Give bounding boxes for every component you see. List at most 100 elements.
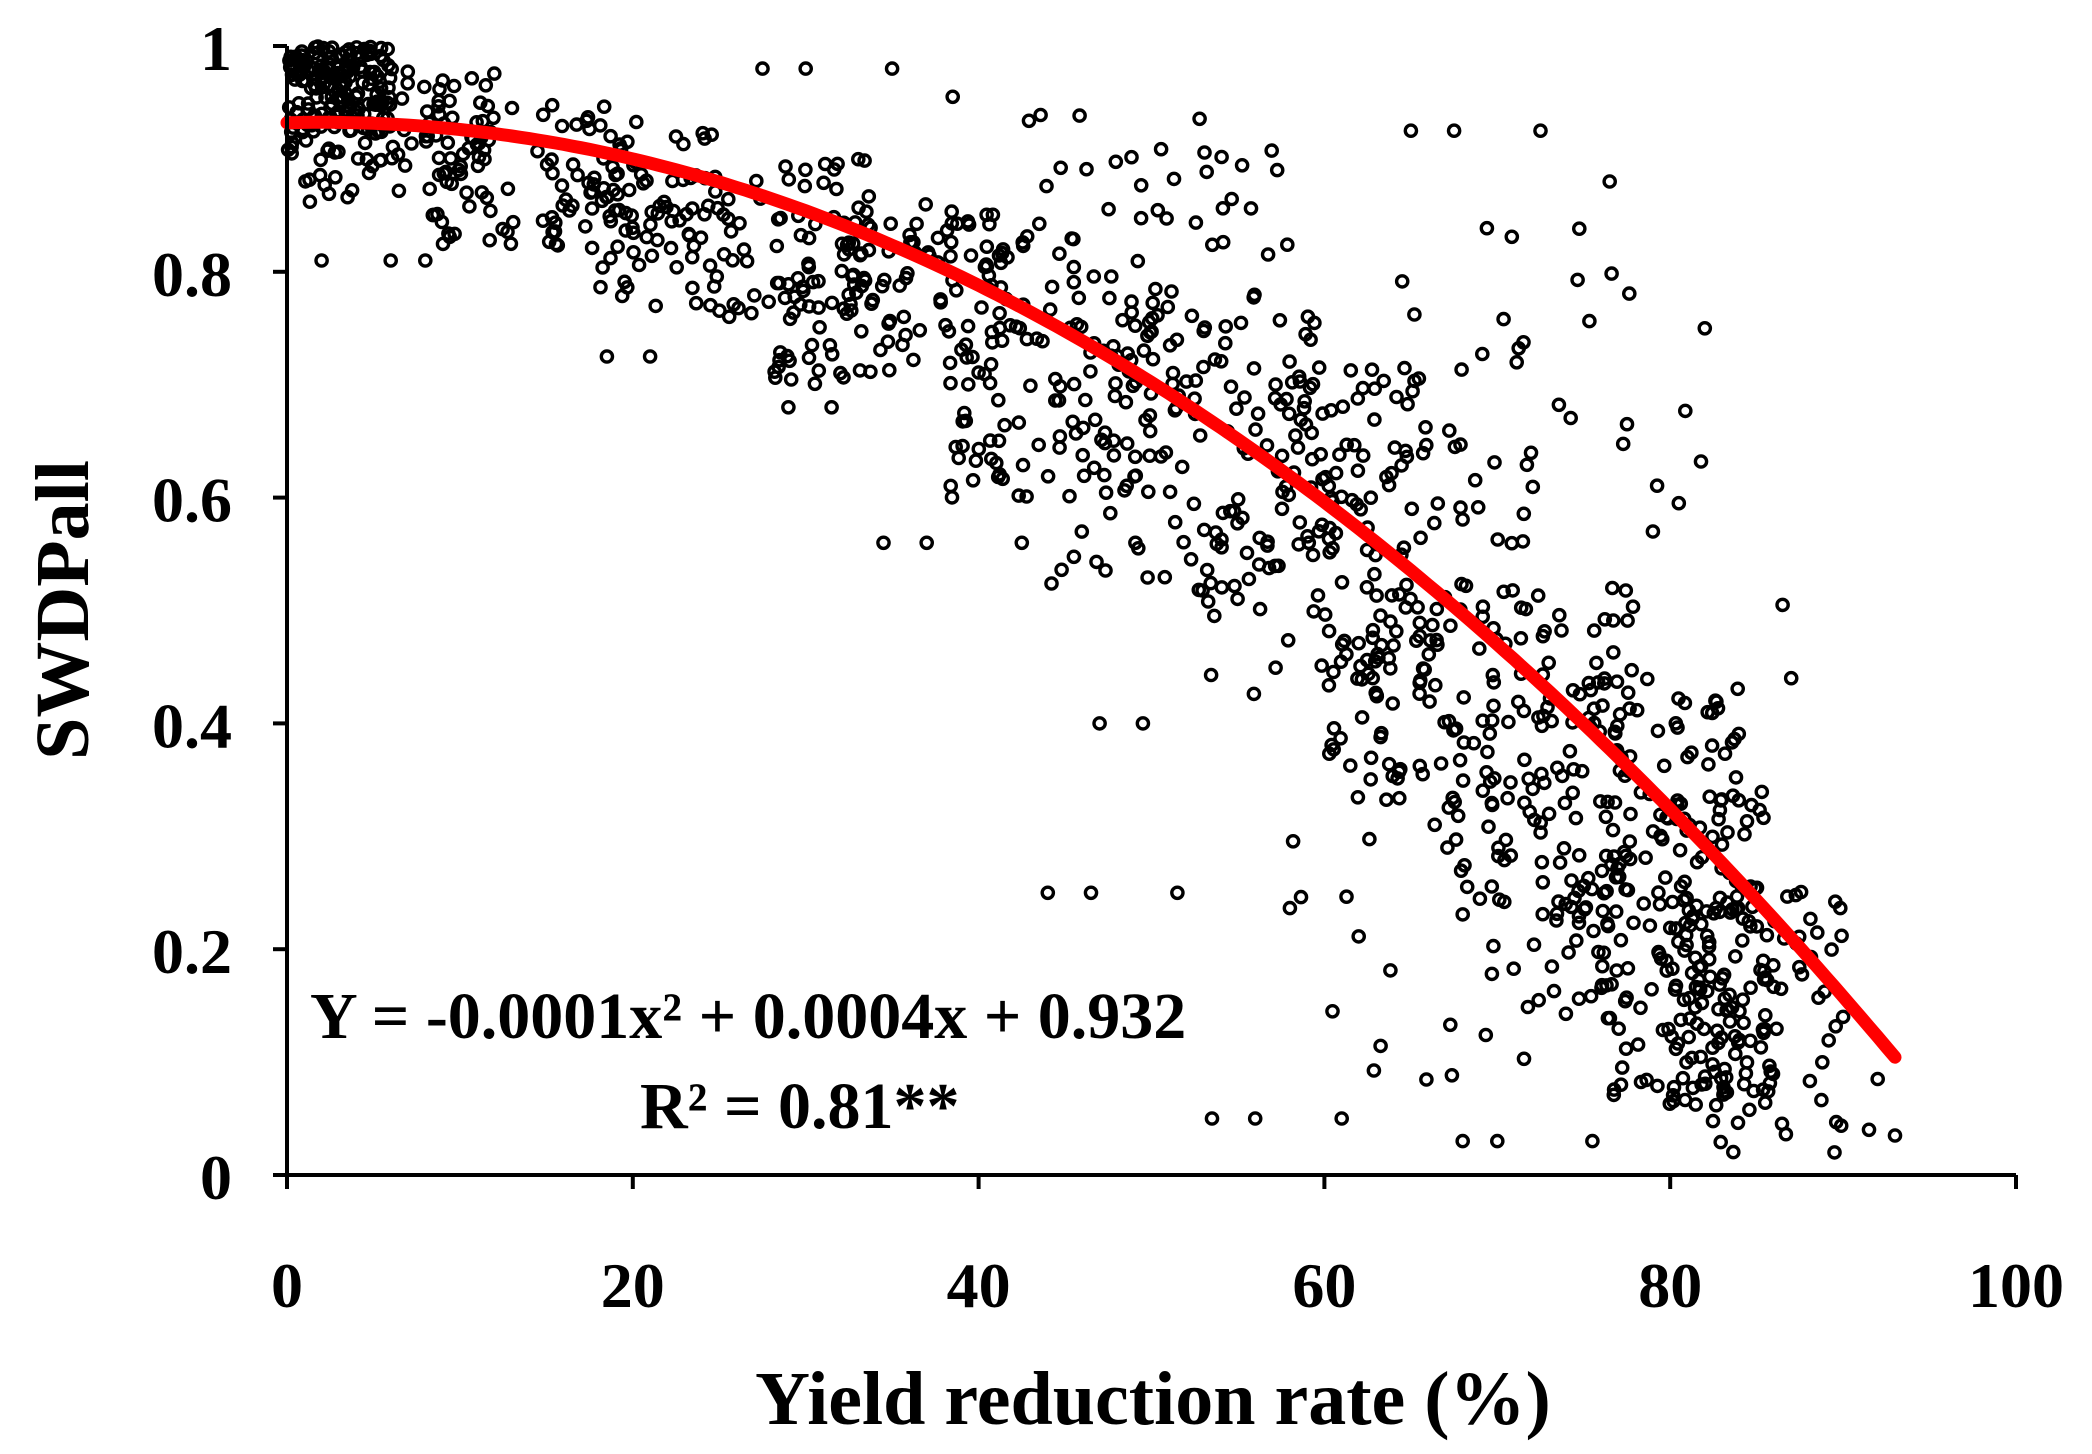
data-point xyxy=(1246,361,1262,376)
data-point xyxy=(1732,1003,1747,1019)
data-point xyxy=(1665,961,1680,977)
data-point xyxy=(580,110,596,125)
data-point xyxy=(1297,393,1312,409)
data-point xyxy=(1339,889,1354,905)
data-point xyxy=(1535,628,1551,644)
data-point xyxy=(1300,529,1315,544)
data-point xyxy=(1373,729,1388,745)
data-point xyxy=(1428,677,1443,693)
data-point xyxy=(982,375,998,391)
data-point xyxy=(434,214,450,230)
data-point xyxy=(1321,623,1337,639)
data-point xyxy=(1594,863,1610,879)
data-point xyxy=(1699,983,1715,999)
data-point xyxy=(1235,510,1250,526)
data-point xyxy=(736,242,752,257)
data-point xyxy=(709,269,725,284)
data-point xyxy=(1230,591,1245,607)
data-point xyxy=(1379,792,1394,808)
data-point xyxy=(1443,1017,1458,1033)
data-point xyxy=(995,471,1011,487)
data-point xyxy=(1456,735,1472,750)
data-point xyxy=(349,45,365,61)
data-point xyxy=(1645,824,1661,839)
data-point xyxy=(1726,1144,1741,1160)
data-point xyxy=(1682,1011,1698,1026)
data-point xyxy=(1293,889,1309,905)
data-point xyxy=(1275,484,1290,500)
data-point xyxy=(749,173,764,189)
data-point xyxy=(1445,790,1460,806)
data-point xyxy=(1517,752,1532,768)
data-point xyxy=(830,156,845,172)
data-point xyxy=(1012,320,1028,336)
data-point xyxy=(644,248,660,264)
data-point xyxy=(1066,259,1082,275)
data-point xyxy=(1332,447,1347,463)
data-point xyxy=(444,110,460,126)
data-point xyxy=(1756,810,1771,826)
data-point xyxy=(1290,440,1306,455)
data-point xyxy=(1653,807,1668,823)
data-point xyxy=(314,253,329,268)
data-point xyxy=(643,217,658,232)
data-point xyxy=(817,156,833,172)
data-point xyxy=(1324,737,1339,753)
data-point xyxy=(1482,726,1498,741)
data-point xyxy=(1269,162,1285,178)
data-point xyxy=(323,77,339,92)
data-point xyxy=(1722,987,1737,1003)
data-point xyxy=(1394,274,1410,289)
data-point xyxy=(1204,1111,1220,1126)
data-point xyxy=(991,392,1006,408)
data-point xyxy=(1678,927,1694,943)
data-point xyxy=(1274,501,1290,517)
data-point xyxy=(801,230,817,246)
data-point xyxy=(824,346,840,362)
data-point xyxy=(982,433,998,448)
data-point xyxy=(1491,848,1506,864)
data-point xyxy=(1108,154,1124,170)
data-point xyxy=(1501,714,1516,730)
data-point xyxy=(1604,266,1619,281)
data-point xyxy=(1602,174,1617,189)
data-point xyxy=(650,232,665,248)
data-point xyxy=(1230,491,1246,507)
data-point xyxy=(1708,693,1723,709)
data-point xyxy=(1015,457,1031,473)
data-point xyxy=(1824,942,1839,957)
data-point xyxy=(1389,624,1404,639)
data-point xyxy=(554,178,570,193)
data-point xyxy=(1568,810,1584,826)
data-point xyxy=(382,70,398,86)
data-point xyxy=(1523,445,1539,461)
data-point xyxy=(1558,896,1573,912)
data-point xyxy=(1716,967,1732,983)
data-point xyxy=(1610,718,1625,734)
data-point xyxy=(1506,961,1521,977)
data-point xyxy=(1365,630,1380,646)
data-point xyxy=(938,317,953,333)
data-point xyxy=(1280,237,1295,252)
data-point xyxy=(1722,1014,1738,1029)
data-point xyxy=(716,246,732,262)
data-point xyxy=(1385,696,1400,711)
data-point xyxy=(1774,1116,1790,1132)
data-point xyxy=(1459,879,1475,895)
data-point xyxy=(1068,426,1084,441)
data-point xyxy=(1597,671,1612,686)
data-point xyxy=(965,472,981,488)
data-point xyxy=(1455,907,1470,922)
data-point xyxy=(1233,315,1249,331)
data-point xyxy=(1666,1079,1682,1095)
data-point xyxy=(1298,417,1314,432)
data-point xyxy=(1393,761,1408,777)
data-point xyxy=(1728,770,1744,785)
data-point xyxy=(1505,583,1520,598)
data-point xyxy=(1273,397,1288,412)
data-point xyxy=(1458,578,1474,594)
data-point xyxy=(1618,583,1634,598)
data-point xyxy=(544,97,560,113)
data-point xyxy=(1353,658,1368,674)
data-point xyxy=(1834,928,1849,944)
